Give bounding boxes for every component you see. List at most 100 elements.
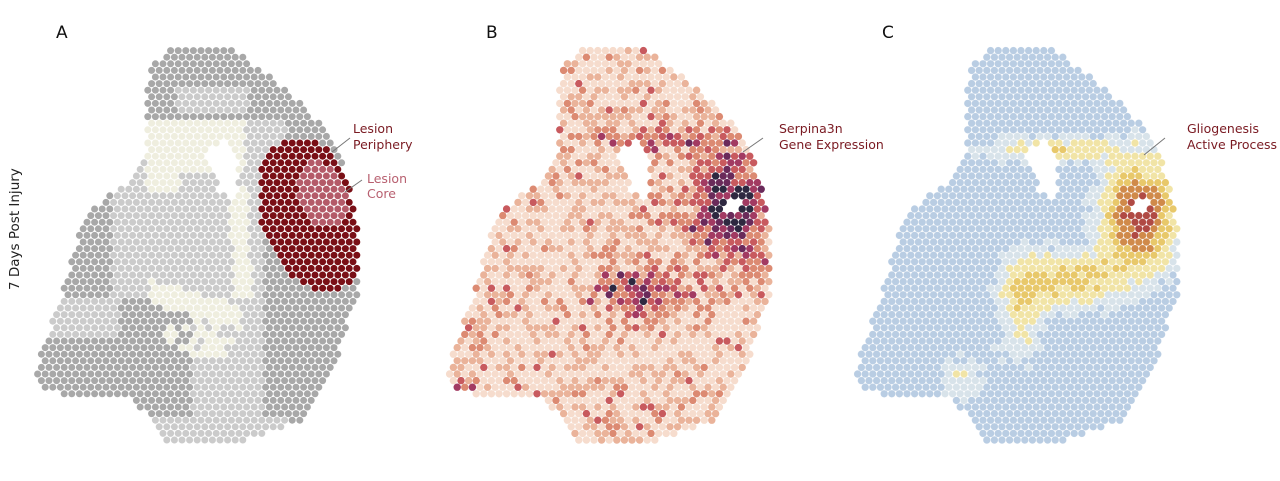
expression-spot xyxy=(487,310,496,319)
expression-spot xyxy=(544,383,553,391)
expression-spot xyxy=(582,264,591,273)
expression-spot xyxy=(677,231,686,240)
region-spot xyxy=(178,278,186,286)
expression-spot xyxy=(556,165,564,174)
process-spot xyxy=(1005,211,1014,220)
expression-spot xyxy=(582,357,591,365)
expression-spot xyxy=(605,396,613,405)
region-spot xyxy=(201,66,209,74)
expression-spot xyxy=(613,317,621,325)
expression-spot xyxy=(571,73,579,81)
expression-spot xyxy=(506,383,515,391)
region-spot xyxy=(75,377,83,385)
region-spot xyxy=(186,370,194,378)
process-spot xyxy=(1077,231,1086,240)
region-spot xyxy=(254,198,262,206)
region-spot xyxy=(155,172,163,180)
process-spot xyxy=(903,257,911,266)
expression-spot xyxy=(765,251,773,259)
region-spot xyxy=(273,86,281,94)
region-spot xyxy=(163,291,171,299)
process-spot xyxy=(994,257,1003,266)
process-spot xyxy=(1119,172,1128,180)
process-spot xyxy=(941,337,949,345)
expression-spot xyxy=(685,99,693,108)
process-spot xyxy=(975,238,984,246)
process-spot xyxy=(1066,224,1075,233)
process-spot xyxy=(910,323,919,332)
region-spot xyxy=(258,350,266,358)
region-spot xyxy=(288,139,296,147)
expression-spot xyxy=(730,178,739,187)
region-spot xyxy=(87,317,95,325)
expression-spot xyxy=(510,324,518,332)
region-spot xyxy=(284,410,292,418)
process-spot xyxy=(1093,310,1101,319)
process-spot xyxy=(1104,106,1113,114)
process-spot xyxy=(1085,271,1094,279)
region-spot xyxy=(262,172,270,180)
region-spot xyxy=(235,231,243,239)
expression-spot xyxy=(689,277,697,286)
expression-spot xyxy=(616,376,625,385)
region-spot xyxy=(345,278,353,286)
expression-spot xyxy=(586,297,594,306)
expression-spot xyxy=(571,99,579,108)
process-spot xyxy=(1028,211,1037,220)
region-spot xyxy=(239,132,247,140)
region-spot xyxy=(98,258,106,266)
expression-spot xyxy=(635,436,644,444)
region-spot xyxy=(334,350,342,358)
process-spot xyxy=(1081,317,1090,326)
expression-spot xyxy=(673,251,682,259)
region-spot xyxy=(345,304,353,312)
process-spot xyxy=(1123,310,1132,319)
region-spot xyxy=(106,377,114,385)
expression-spot xyxy=(624,403,632,411)
expression-spot xyxy=(601,284,610,292)
process-spot xyxy=(1020,132,1029,141)
process-spot xyxy=(1081,290,1090,299)
region-spot xyxy=(322,198,330,206)
process-spot xyxy=(1058,277,1067,286)
expression-spot xyxy=(548,178,556,187)
expression-spot xyxy=(696,198,705,207)
process-spot xyxy=(1077,125,1086,134)
expression-spot xyxy=(666,172,674,180)
process-spot xyxy=(1013,224,1022,233)
expression-spot xyxy=(734,159,743,167)
process-spot xyxy=(1077,350,1086,359)
expression-spot xyxy=(594,112,602,121)
expression-spot xyxy=(609,86,617,94)
process-spot xyxy=(1134,277,1143,286)
process-spot xyxy=(1123,257,1132,266)
process-spot xyxy=(1108,112,1117,121)
process-spot xyxy=(1005,343,1014,352)
process-spot xyxy=(1150,211,1158,220)
region-spot xyxy=(182,363,190,371)
expression-spot xyxy=(464,350,473,358)
process-spot xyxy=(1009,112,1018,121)
region-spot xyxy=(281,245,289,253)
process-spot xyxy=(1013,132,1022,141)
expression-spot xyxy=(700,178,708,187)
process-spot xyxy=(952,343,961,352)
process-spot xyxy=(960,172,968,180)
process-spot xyxy=(1081,304,1090,312)
expression-spot xyxy=(654,192,663,200)
process-spot xyxy=(1161,257,1170,266)
region-spot xyxy=(227,297,235,305)
region-spot xyxy=(254,146,262,154)
region-spot xyxy=(239,159,247,167)
region-spot xyxy=(231,383,239,391)
process-spot xyxy=(1013,53,1022,62)
expression-spot xyxy=(761,218,769,226)
process-spot xyxy=(895,323,904,332)
process-spot xyxy=(1138,350,1147,359)
expression-spot xyxy=(647,73,655,81)
expression-spot xyxy=(761,205,769,213)
expression-spot xyxy=(616,178,625,187)
process-spot xyxy=(880,297,889,306)
region-spot xyxy=(307,291,315,299)
expression-spot xyxy=(544,330,553,339)
